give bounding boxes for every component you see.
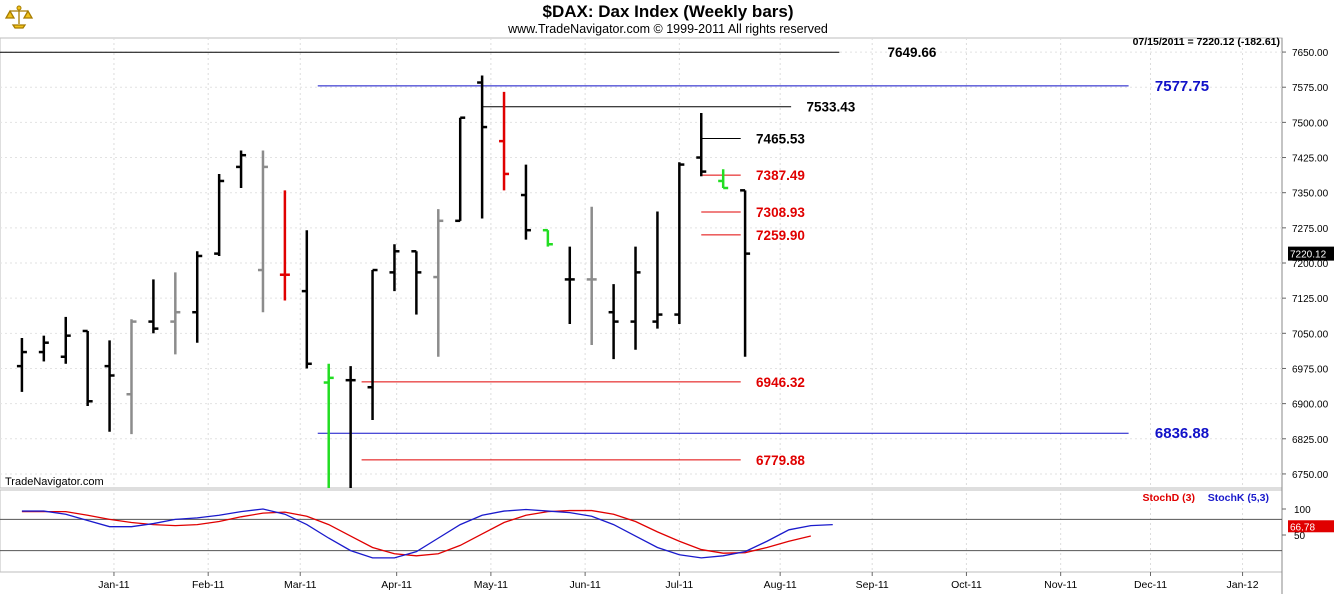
last-price-marker [1288,246,1334,261]
level-label-6836.88: 6836.88 [1155,425,1209,442]
level-label-7308.93: 7308.93 [756,205,805,220]
stochd-line [21,509,811,557]
level-label-7649.66: 7649.66 [888,45,937,60]
x-tick-label: Apr-11 [381,579,412,591]
legend-stochk: StochK (5,3) [1208,492,1269,504]
level-label-7465.53: 7465.53 [756,132,805,147]
x-tick-label: Jul-11 [665,579,693,591]
stochastic-y-tick-label: 100 [1294,505,1311,516]
y-tick-label: 7575.00 [1292,83,1329,94]
x-tick-label: Mar-11 [284,579,317,591]
stochd-last-label: 66.78 [1290,522,1315,533]
x-tick-label: Sep-11 [856,579,889,591]
x-tick-label: Jan-11 [98,579,129,591]
x-tick-label: Feb-11 [192,579,225,591]
level-label-7387.49: 7387.49 [756,168,805,183]
trade-navigator-logo-icon [4,5,34,29]
watermark: TradeNavigator.com [5,476,104,488]
level-label-6779.88: 6779.88 [756,453,805,468]
x-tick-label: Dec-11 [1134,579,1167,591]
y-tick-label: 7425.00 [1292,154,1329,165]
y-tick-label: 6825.00 [1292,435,1329,446]
stochd-last-marker [1288,520,1334,533]
stochk-line [21,508,833,559]
y-tick-label: 7125.00 [1292,294,1329,305]
y-tick-label: 6900.00 [1292,400,1329,411]
x-tick-label: Nov-11 [1044,579,1077,591]
y-tick-label: 7500.00 [1292,118,1329,129]
y-tick-label: 7200.00 [1292,259,1329,270]
stochastic-y-tick-label: 50 [1294,531,1306,542]
x-tick-label: May-11 [474,579,508,591]
stochastic-panel-frame [0,489,1283,573]
y-tick-label: 7650.00 [1292,48,1329,59]
x-tick-label: Jun-11 [569,579,600,591]
y-tick-label: 7350.00 [1292,189,1329,200]
y-tick-label: 7050.00 [1292,329,1329,340]
copyright-text: www.TradeNavigator.com © 1999-2011 All r… [508,22,828,36]
level-label-7577.75: 7577.75 [1155,78,1209,95]
legend-stochd: StochD (3) [1143,492,1196,504]
chart-title: $DAX: Dax Index (Weekly bars) [542,2,794,21]
level-label-7259.90: 7259.90 [756,228,805,243]
y-tick-label: 6750.00 [1292,470,1329,481]
level-label-6946.32: 6946.32 [756,375,805,390]
x-tick-label: Aug-11 [764,579,797,591]
y-tick-label: 6975.00 [1292,364,1329,375]
last-price-label: 7220.12 [1290,250,1327,261]
level-label-7533.43: 7533.43 [806,100,855,115]
price-readout: 07/15/2011 = 7220.12 (-182.61) [1132,36,1280,48]
x-tick-label: Oct-11 [951,579,982,591]
x-tick-label: Jan-12 [1226,579,1258,591]
y-tick-label: 7275.00 [1292,224,1329,235]
